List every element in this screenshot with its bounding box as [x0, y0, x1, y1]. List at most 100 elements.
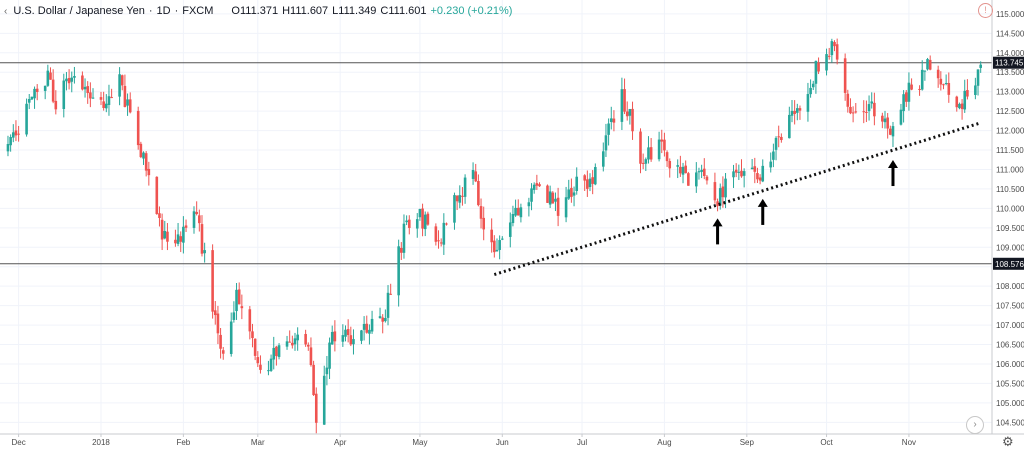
candle-body: [275, 346, 278, 357]
candle-body: [647, 147, 650, 160]
candle-body: [774, 137, 778, 150]
candle-body: [865, 111, 868, 113]
candle-body: [328, 342, 331, 369]
x-tick-label: Nov: [902, 438, 916, 447]
candle-body: [974, 85, 977, 95]
y-tick-label: 114.000: [996, 49, 1024, 58]
candle-body: [660, 139, 664, 142]
candle-body: [700, 169, 703, 172]
x-tick-label: Jul: [577, 438, 587, 447]
candle-body: [620, 89, 624, 122]
candle-body: [107, 96, 111, 106]
candle-body: [777, 136, 781, 138]
candle-body: [668, 160, 672, 169]
candle-body: [426, 213, 430, 225]
candle-body: [594, 167, 597, 185]
candle-body: [769, 161, 773, 168]
candle-body: [508, 222, 512, 237]
candle-body: [681, 166, 685, 175]
candle-body: [200, 224, 204, 254]
price-axis[interactable]: 104.500 105.000 105.500 106.000 106.500 107.0…: [996, 10, 1024, 427]
candle-body: [325, 367, 329, 375]
candle-body: [415, 219, 419, 229]
candle-body: [955, 96, 959, 108]
candle-body: [291, 342, 294, 346]
candle-body: [46, 70, 50, 86]
candle-body: [384, 318, 387, 322]
candle-body: [81, 75, 84, 90]
chevron-left-icon[interactable]: ‹: [4, 5, 8, 17]
alert-icon[interactable]: !: [978, 3, 993, 18]
candle-body: [362, 323, 366, 330]
candle-body: [798, 108, 802, 111]
candle-body: [312, 364, 315, 396]
candle-body: [421, 208, 424, 229]
scroll-right-icon[interactable]: ›: [966, 416, 984, 434]
candle-body: [947, 83, 951, 95]
candle-body: [886, 117, 889, 129]
candle-body: [867, 104, 871, 112]
y-tick-label: 105.000: [996, 399, 1024, 408]
y-tick-label: 105.500: [996, 379, 1024, 388]
candle-body: [27, 99, 31, 103]
price-level-label: 108.576: [995, 260, 1024, 269]
candle-body: [833, 42, 836, 47]
candle-body: [788, 114, 791, 139]
candle-body: [705, 176, 709, 181]
candle-body: [796, 108, 799, 113]
candle-body: [155, 176, 159, 215]
time-axis[interactable]: Dec 2018 Feb Mar Apr May Jun Jul Aug Sep Oct Nov: [11, 434, 916, 447]
candle-body: [352, 339, 355, 345]
candle-body: [259, 364, 262, 370]
candle-body: [142, 152, 145, 159]
x-tick-label: Oct: [820, 438, 833, 447]
y-tick-label: 112.000: [996, 127, 1024, 136]
y-tick-label: 113.500: [996, 68, 1024, 77]
change-value: +0.230 (+0.21%): [430, 5, 513, 17]
candle-body: [780, 136, 783, 141]
candle-body: [368, 329, 371, 334]
dot-separator: ·: [148, 5, 153, 17]
candle-body: [607, 123, 610, 135]
up-arrow-head: [757, 198, 768, 207]
y-tick-label: 109.500: [996, 224, 1024, 233]
candle-body: [35, 88, 39, 92]
candle-body: [676, 165, 680, 167]
interval-label[interactable]: 1D: [156, 5, 171, 17]
candle-body: [501, 238, 504, 240]
candle-body: [397, 246, 400, 296]
candle-body: [253, 338, 257, 356]
candle-body: [814, 60, 818, 84]
candle-body: [532, 184, 536, 190]
candle-body: [91, 97, 95, 99]
candle-body: [277, 345, 281, 357]
candle-body: [907, 82, 911, 102]
x-tick-label: Aug: [657, 438, 671, 447]
candle-body: [588, 178, 592, 188]
candle-body: [817, 62, 820, 72]
low-value: L111.349: [332, 5, 377, 17]
candle-body: [567, 189, 571, 199]
candle-body: [105, 103, 108, 109]
candle-body: [110, 97, 113, 99]
candle-body: [442, 222, 446, 245]
candle-body: [14, 130, 18, 136]
candle-body: [928, 59, 932, 70]
candle-body: [631, 108, 634, 132]
candle-body: [724, 178, 727, 198]
candle-body: [453, 195, 456, 223]
y-tick-label: 107.500: [996, 302, 1024, 311]
symbol-name[interactable]: U.S. Dollar / Japanese Yen: [13, 5, 145, 17]
gear-icon[interactable]: ⚙: [1002, 434, 1014, 449]
candle-body: [881, 115, 884, 122]
x-tick-label: Mar: [251, 438, 265, 447]
candle-body: [256, 357, 260, 364]
candle-body: [360, 330, 363, 341]
candle-body: [679, 166, 682, 174]
chart-gridlines: [0, 0, 992, 434]
candle-body: [910, 84, 913, 90]
candle-body: [309, 347, 313, 365]
x-tick-label: Jun: [496, 438, 509, 447]
up-arrow-head: [712, 218, 723, 227]
